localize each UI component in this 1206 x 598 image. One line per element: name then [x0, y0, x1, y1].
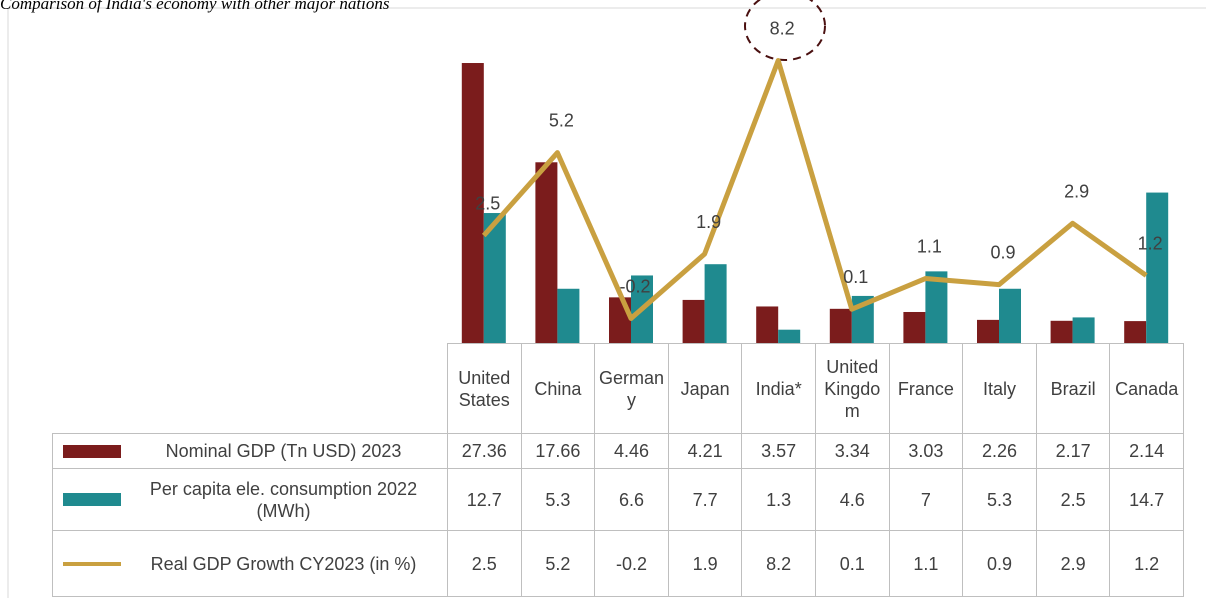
table-category: Japan — [667, 343, 743, 434]
legend-key — [63, 493, 121, 506]
table-row-header: Real GDP Growth CY2023 (in %) — [52, 530, 448, 597]
bar — [609, 297, 631, 343]
table-category: Brazil — [1035, 343, 1111, 434]
table-category: France — [888, 343, 964, 434]
bar — [756, 306, 779, 343]
highlight-circle — [744, 0, 826, 61]
table-row-header: Per capita ele. consumption 2022 (MWh) — [52, 468, 448, 531]
table-value: 3.57 — [741, 433, 816, 469]
legend-label: Real GDP Growth CY2023 (in %) — [150, 553, 417, 574]
table-value: 5.3 — [962, 468, 1037, 531]
table-category: Germany — [594, 343, 669, 434]
bar — [557, 288, 580, 343]
table-value: 6.6 — [594, 468, 669, 531]
table-value: 27.36 — [447, 433, 522, 469]
bar — [1146, 192, 1169, 343]
bar — [682, 299, 705, 343]
bar — [977, 319, 999, 343]
table-value: 2.17 — [1035, 433, 1111, 469]
data-label: 0.9 — [990, 243, 1015, 263]
data-label: 0.1 — [843, 267, 868, 287]
table-value: -0.2 — [594, 530, 669, 597]
table-value: 4.21 — [667, 433, 743, 469]
legend-key — [63, 561, 121, 566]
table-category: India* — [741, 343, 816, 434]
table-value: 4.6 — [815, 468, 890, 531]
data-label: 2.9 — [1064, 181, 1089, 201]
table-category: Canada — [1109, 343, 1184, 434]
bar — [535, 162, 558, 343]
table-value: 2.5 — [1035, 468, 1111, 531]
bar — [925, 271, 948, 343]
bar — [999, 288, 1021, 343]
legend-label: Per capita ele. consumption 2022 (MWh) — [149, 478, 418, 521]
table-value: 0.9 — [962, 530, 1037, 597]
table-value: 12.7 — [447, 468, 522, 531]
line — [481, 58, 1148, 321]
table-row-header: Nominal GDP (Tn USD) 2023 — [52, 433, 448, 469]
table-category: United States — [447, 343, 522, 434]
table-value: 7 — [888, 468, 964, 531]
bar — [778, 329, 801, 343]
table-value: 14.7 — [1109, 468, 1184, 531]
table-category: China — [520, 343, 596, 434]
table-value: 1.1 — [888, 530, 964, 597]
table-value: 2.26 — [962, 433, 1037, 469]
data-label: 1.1 — [917, 237, 942, 257]
data-label: 5.2 — [549, 111, 574, 131]
table-value: 4.46 — [594, 433, 669, 469]
table-value: 1.3 — [741, 468, 816, 531]
table-category: Italy — [962, 343, 1037, 434]
chart-title: Comparison of India's economy with other… — [0, 0, 390, 13]
table-value: 17.66 — [520, 433, 596, 469]
bar — [461, 63, 484, 344]
table-value: 7.7 — [667, 468, 743, 531]
bar — [704, 264, 727, 343]
table-value: 2.9 — [1035, 530, 1111, 597]
table-value: 8.2 — [741, 530, 816, 597]
table-value: 2.14 — [1109, 433, 1184, 469]
data-label: 1.9 — [696, 212, 721, 232]
data-label: 8.2 — [770, 19, 795, 39]
bar — [903, 311, 926, 343]
table-value: 0.1 — [815, 530, 890, 597]
table-value: 1.9 — [667, 530, 743, 597]
table-value: 3.34 — [815, 433, 890, 469]
bar — [1050, 320, 1073, 343]
bar — [1072, 317, 1095, 343]
data-label: 1.2 — [1138, 233, 1163, 253]
data-label: 2.5 — [475, 194, 500, 214]
table-value: 1.2 — [1109, 530, 1184, 597]
table-category: United Kingdom — [815, 343, 890, 434]
data-label: -0.2 — [619, 276, 650, 296]
table-value: 2.5 — [447, 530, 522, 597]
legend-label: Nominal GDP (Tn USD) 2023 — [165, 441, 402, 461]
table-value: 5.3 — [520, 468, 596, 531]
legend-key — [63, 444, 121, 458]
table-value: 5.2 — [520, 530, 596, 597]
table-value: 3.03 — [888, 433, 964, 469]
bar — [1124, 321, 1147, 343]
bar — [829, 308, 852, 343]
bar — [483, 213, 506, 343]
